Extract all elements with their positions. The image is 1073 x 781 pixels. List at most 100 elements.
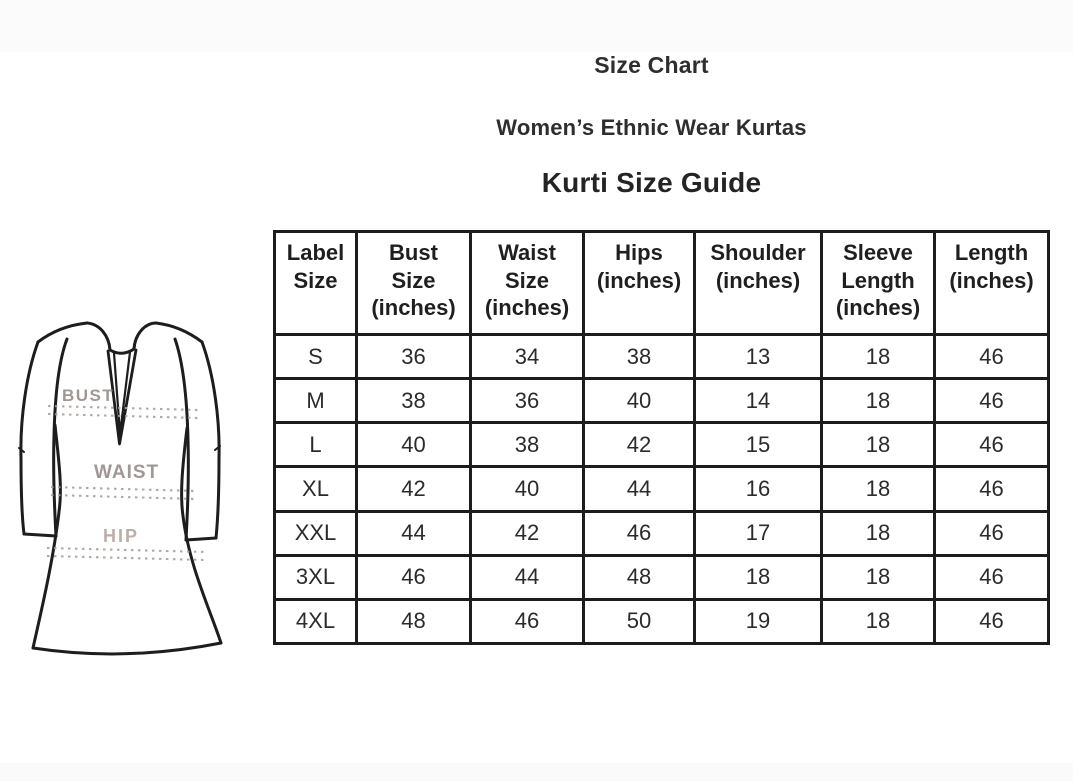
waist-dotted-line-1 [50, 485, 197, 493]
cell-sleeve: 18 [820, 377, 936, 425]
hip-label: HIP [103, 526, 139, 546]
cell-hips: 46 [582, 509, 696, 557]
cell-waist: 44 [469, 553, 585, 601]
cell-shoulder: 17 [693, 509, 823, 557]
left-sleeve-inner-line [52, 337, 69, 538]
size-table: Label Size Bust Size (inches) Waist Size… [273, 230, 1050, 646]
table-row-xxl: XXL 44 42 46 17 18 46 [273, 509, 1050, 557]
right-shoulder-line [154, 321, 204, 344]
cell-length: 46 [933, 553, 1050, 601]
left-shoulder-line [36, 321, 89, 344]
cell-bust: 48 [355, 597, 472, 646]
cell-length: 46 [933, 377, 1050, 425]
left-body-seam [31, 423, 62, 650]
cell-hips: 48 [582, 553, 696, 601]
cell-waist: 38 [469, 421, 585, 469]
column-header-length: Length (inches) [933, 230, 1050, 336]
cell-bust: 44 [355, 509, 472, 557]
cell-shoulder: 13 [693, 332, 823, 381]
cell-hips: 38 [582, 332, 696, 381]
placket-inner-line [112, 350, 132, 436]
cell-sleeve: 18 [820, 597, 936, 646]
row-size-label: XXL [273, 509, 358, 557]
row-size-label: M [273, 377, 358, 425]
measurement-dotted-lines [46, 404, 207, 562]
size-table-header: Label Size Bust Size (inches) Waist Size… [273, 230, 1050, 336]
cell-waist: 46 [469, 597, 585, 646]
cell-sleeve: 18 [820, 553, 936, 601]
column-header-shoulder: Shoulder (inches) [693, 230, 823, 336]
left-elbow-tick [18, 447, 25, 453]
right-sleeve-inner-line [173, 337, 190, 542]
cell-hips: 40 [582, 377, 696, 425]
cell-waist: 36 [469, 377, 585, 425]
top-background-band [0, 0, 1073, 52]
table-row-m: M 38 36 40 14 18 46 [273, 377, 1050, 425]
hip-dotted-line-1 [46, 546, 207, 554]
placket-outer-line [106, 348, 138, 446]
table-title: Kurti Size Guide [541, 167, 762, 198]
column-header-bust: Bust Size (inches) [355, 230, 472, 336]
cell-shoulder: 19 [693, 597, 823, 646]
heading-block: Size Chart Women’s Ethnic Wear Kurtas Ku… [230, 0, 1073, 220]
table-row-4xl: 4XL 48 46 50 19 18 46 [273, 597, 1050, 646]
hem-line [31, 641, 223, 656]
cell-shoulder: 18 [693, 553, 823, 601]
header-row: Label Size Bust Size (inches) Waist Size… [273, 230, 1050, 336]
right-elbow-tick [214, 445, 221, 451]
row-size-label: 3XL [273, 553, 358, 601]
bottom-background-band [0, 763, 1073, 781]
row-size-label: 4XL [273, 597, 358, 646]
cell-sleeve: 18 [820, 421, 936, 469]
waist-label: WAIST [94, 462, 159, 483]
cell-shoulder: 16 [693, 465, 823, 513]
page-subtitle: Women’s Ethnic Wear Kurtas [496, 115, 807, 140]
left-sleeve-outer-line [19, 340, 40, 536]
column-header-sleeve-length: Sleeve Length (inches) [820, 230, 936, 336]
cell-length: 46 [933, 421, 1050, 469]
measurement-labels: BUST WAIST HIP [62, 386, 159, 546]
table-row-l: L 40 38 42 15 18 46 [273, 421, 1050, 469]
table-row-3xl: 3XL 46 44 48 18 18 46 [273, 553, 1050, 601]
hip-dotted-line-2 [46, 554, 207, 562]
cell-bust: 46 [355, 553, 472, 601]
cell-bust: 36 [355, 332, 472, 381]
column-header-label-size: Label Size [273, 230, 358, 336]
cell-waist: 42 [469, 509, 585, 557]
right-sleeve-outer-line [200, 340, 221, 540]
table-row-s: S 36 34 38 13 18 46 [273, 332, 1050, 381]
page-title: Size Chart [594, 52, 709, 78]
cell-bust: 42 [355, 465, 472, 513]
right-body-seam [180, 426, 223, 645]
kurti-outline [18, 321, 223, 656]
kurti-illustration: BUST WAIST HIP [18, 321, 223, 656]
row-size-label: XL [273, 465, 358, 513]
cell-waist: 34 [469, 332, 585, 381]
cell-length: 46 [933, 332, 1050, 381]
cell-hips: 50 [582, 597, 696, 646]
cell-sleeve: 18 [820, 465, 936, 513]
bust-label: BUST [62, 386, 114, 405]
column-header-waist: Waist Size (inches) [469, 230, 585, 336]
cell-length: 46 [933, 509, 1050, 557]
cell-hips: 42 [582, 421, 696, 469]
cell-bust: 38 [355, 377, 472, 425]
row-size-label: S [273, 332, 358, 381]
row-size-label: L [273, 421, 358, 469]
cell-shoulder: 15 [693, 421, 823, 469]
cell-bust: 40 [355, 421, 472, 469]
cell-hips: 44 [582, 465, 696, 513]
column-header-hips: Hips (inches) [582, 230, 696, 336]
cell-length: 46 [933, 597, 1050, 646]
cell-waist: 40 [469, 465, 585, 513]
right-cuff-line [184, 536, 218, 542]
table-row-xl: XL 42 40 44 16 18 46 [273, 465, 1050, 513]
neckline [85, 321, 158, 355]
kurti-diagram: BUST WAIST HIP [15, 320, 230, 664]
cell-sleeve: 18 [820, 509, 936, 557]
cell-shoulder: 14 [693, 377, 823, 425]
cell-length: 46 [933, 465, 1050, 513]
size-table-body: S 36 34 38 13 18 46 M 38 36 40 14 18 46 [273, 332, 1050, 646]
left-cuff-line [22, 532, 58, 538]
